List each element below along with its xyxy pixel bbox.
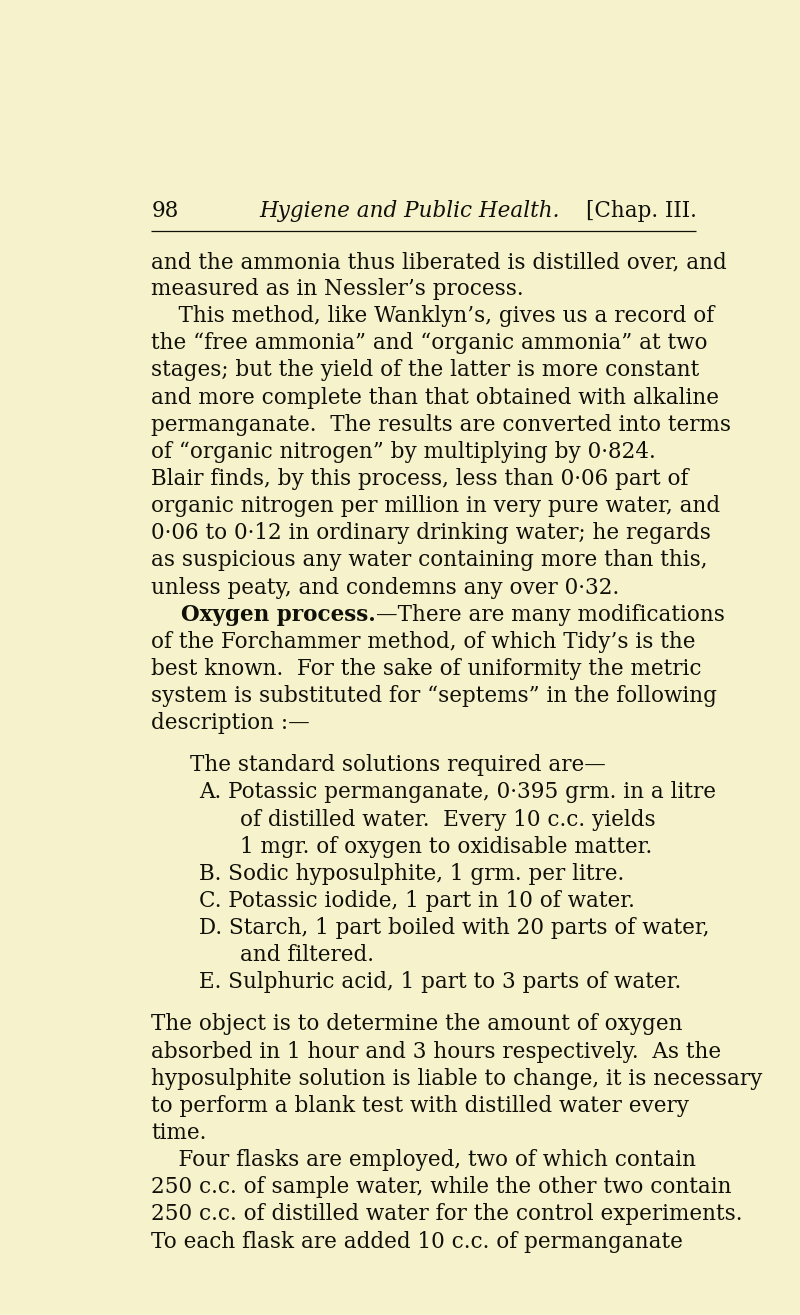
Text: The standard solutions required are—: The standard solutions required are—: [190, 755, 606, 776]
Text: 0·06 to 0·12 in ordinary drinking water; he regards: 0·06 to 0·12 in ordinary drinking water;…: [151, 522, 711, 544]
Text: E. Sulphuric acid, 1 part to 3 parts of water.: E. Sulphuric acid, 1 part to 3 parts of …: [199, 972, 682, 993]
Text: the “free ammonia” and “organic ammonia” at two: the “free ammonia” and “organic ammonia”…: [151, 333, 708, 354]
Text: absorbed in 1 hour and 3 hours respectively.  As the: absorbed in 1 hour and 3 hours respectiv…: [151, 1040, 722, 1063]
Text: Four flasks are employed, two of which contain: Four flasks are employed, two of which c…: [151, 1149, 697, 1172]
Text: 98: 98: [151, 200, 179, 222]
Text: unless peaty, and condemns any over 0·32.: unless peaty, and condemns any over 0·32…: [151, 576, 620, 598]
Text: D. Starch, 1 part boiled with 20 parts of water,: D. Starch, 1 part boiled with 20 parts o…: [199, 917, 710, 939]
Text: organic nitrogen per million in very pure water, and: organic nitrogen per million in very pur…: [151, 496, 721, 517]
Text: 250 c.c. of sample water, while the other two contain: 250 c.c. of sample water, while the othe…: [151, 1177, 732, 1198]
Text: To each flask are added 10 c.c. of permanganate: To each flask are added 10 c.c. of perma…: [151, 1231, 683, 1253]
Text: to perform a blank test with distilled water every: to perform a blank test with distilled w…: [151, 1095, 690, 1116]
Text: system is substituted for “septems” in the following: system is substituted for “septems” in t…: [151, 685, 718, 707]
Text: Hygiene and Public Health.: Hygiene and Public Health.: [260, 200, 560, 222]
Text: as suspicious any water containing more than this,: as suspicious any water containing more …: [151, 550, 708, 572]
Text: time.: time.: [151, 1122, 207, 1144]
Text: best known.  For the sake of uniformity the metric: best known. For the sake of uniformity t…: [151, 658, 702, 680]
Text: This method, like Wanklyn’s, gives us a record of: This method, like Wanklyn’s, gives us a …: [151, 305, 714, 327]
Text: C. Potassic iodide, 1 part in 10 of water.: C. Potassic iodide, 1 part in 10 of wate…: [199, 890, 635, 913]
Text: and the ammonia thus liberated is distilled over, and: and the ammonia thus liberated is distil…: [151, 251, 727, 274]
Text: 250 c.c. of distilled water for the control experiments.: 250 c.c. of distilled water for the cont…: [151, 1203, 743, 1226]
Text: of the Forchammer method, of which Tidy’s is the: of the Forchammer method, of which Tidy’…: [151, 631, 696, 652]
Text: description :—: description :—: [151, 713, 310, 734]
Text: of distilled water.  Every 10 c.c. yields: of distilled water. Every 10 c.c. yields: [239, 809, 655, 831]
Text: hyposulphite solution is liable to change, it is necessary: hyposulphite solution is liable to chang…: [151, 1068, 763, 1090]
Text: stages; but the yield of the latter is more constant: stages; but the yield of the latter is m…: [151, 359, 700, 381]
Text: A. Potassic permanganate, 0·395 grm. in a litre: A. Potassic permanganate, 0·395 grm. in …: [199, 781, 716, 803]
Text: [Chap. III.: [Chap. III.: [586, 200, 697, 222]
Text: The object is to determine the amount of oxygen: The object is to determine the amount of…: [151, 1014, 683, 1035]
Text: Oxygen process.: Oxygen process.: [151, 604, 376, 626]
Text: permanganate.  The results are converted into terms: permanganate. The results are converted …: [151, 414, 731, 435]
Text: B. Sodic hyposulphite, 1 grm. per litre.: B. Sodic hyposulphite, 1 grm. per litre.: [199, 863, 625, 885]
Text: and filtered.: and filtered.: [239, 944, 374, 967]
Text: measured as in Nessler’s process.: measured as in Nessler’s process.: [151, 277, 524, 300]
Text: 1 mgr. of oxygen to oxidisable matter.: 1 mgr. of oxygen to oxidisable matter.: [239, 836, 652, 857]
Text: Blair finds, by this process, less than 0·06 part of: Blair finds, by this process, less than …: [151, 468, 689, 490]
Text: —There are many modifications: —There are many modifications: [376, 604, 725, 626]
Text: and more complete than that obtained with alkaline: and more complete than that obtained wit…: [151, 387, 719, 409]
Text: of “organic nitrogen” by multiplying by 0·824.: of “organic nitrogen” by multiplying by …: [151, 441, 656, 463]
